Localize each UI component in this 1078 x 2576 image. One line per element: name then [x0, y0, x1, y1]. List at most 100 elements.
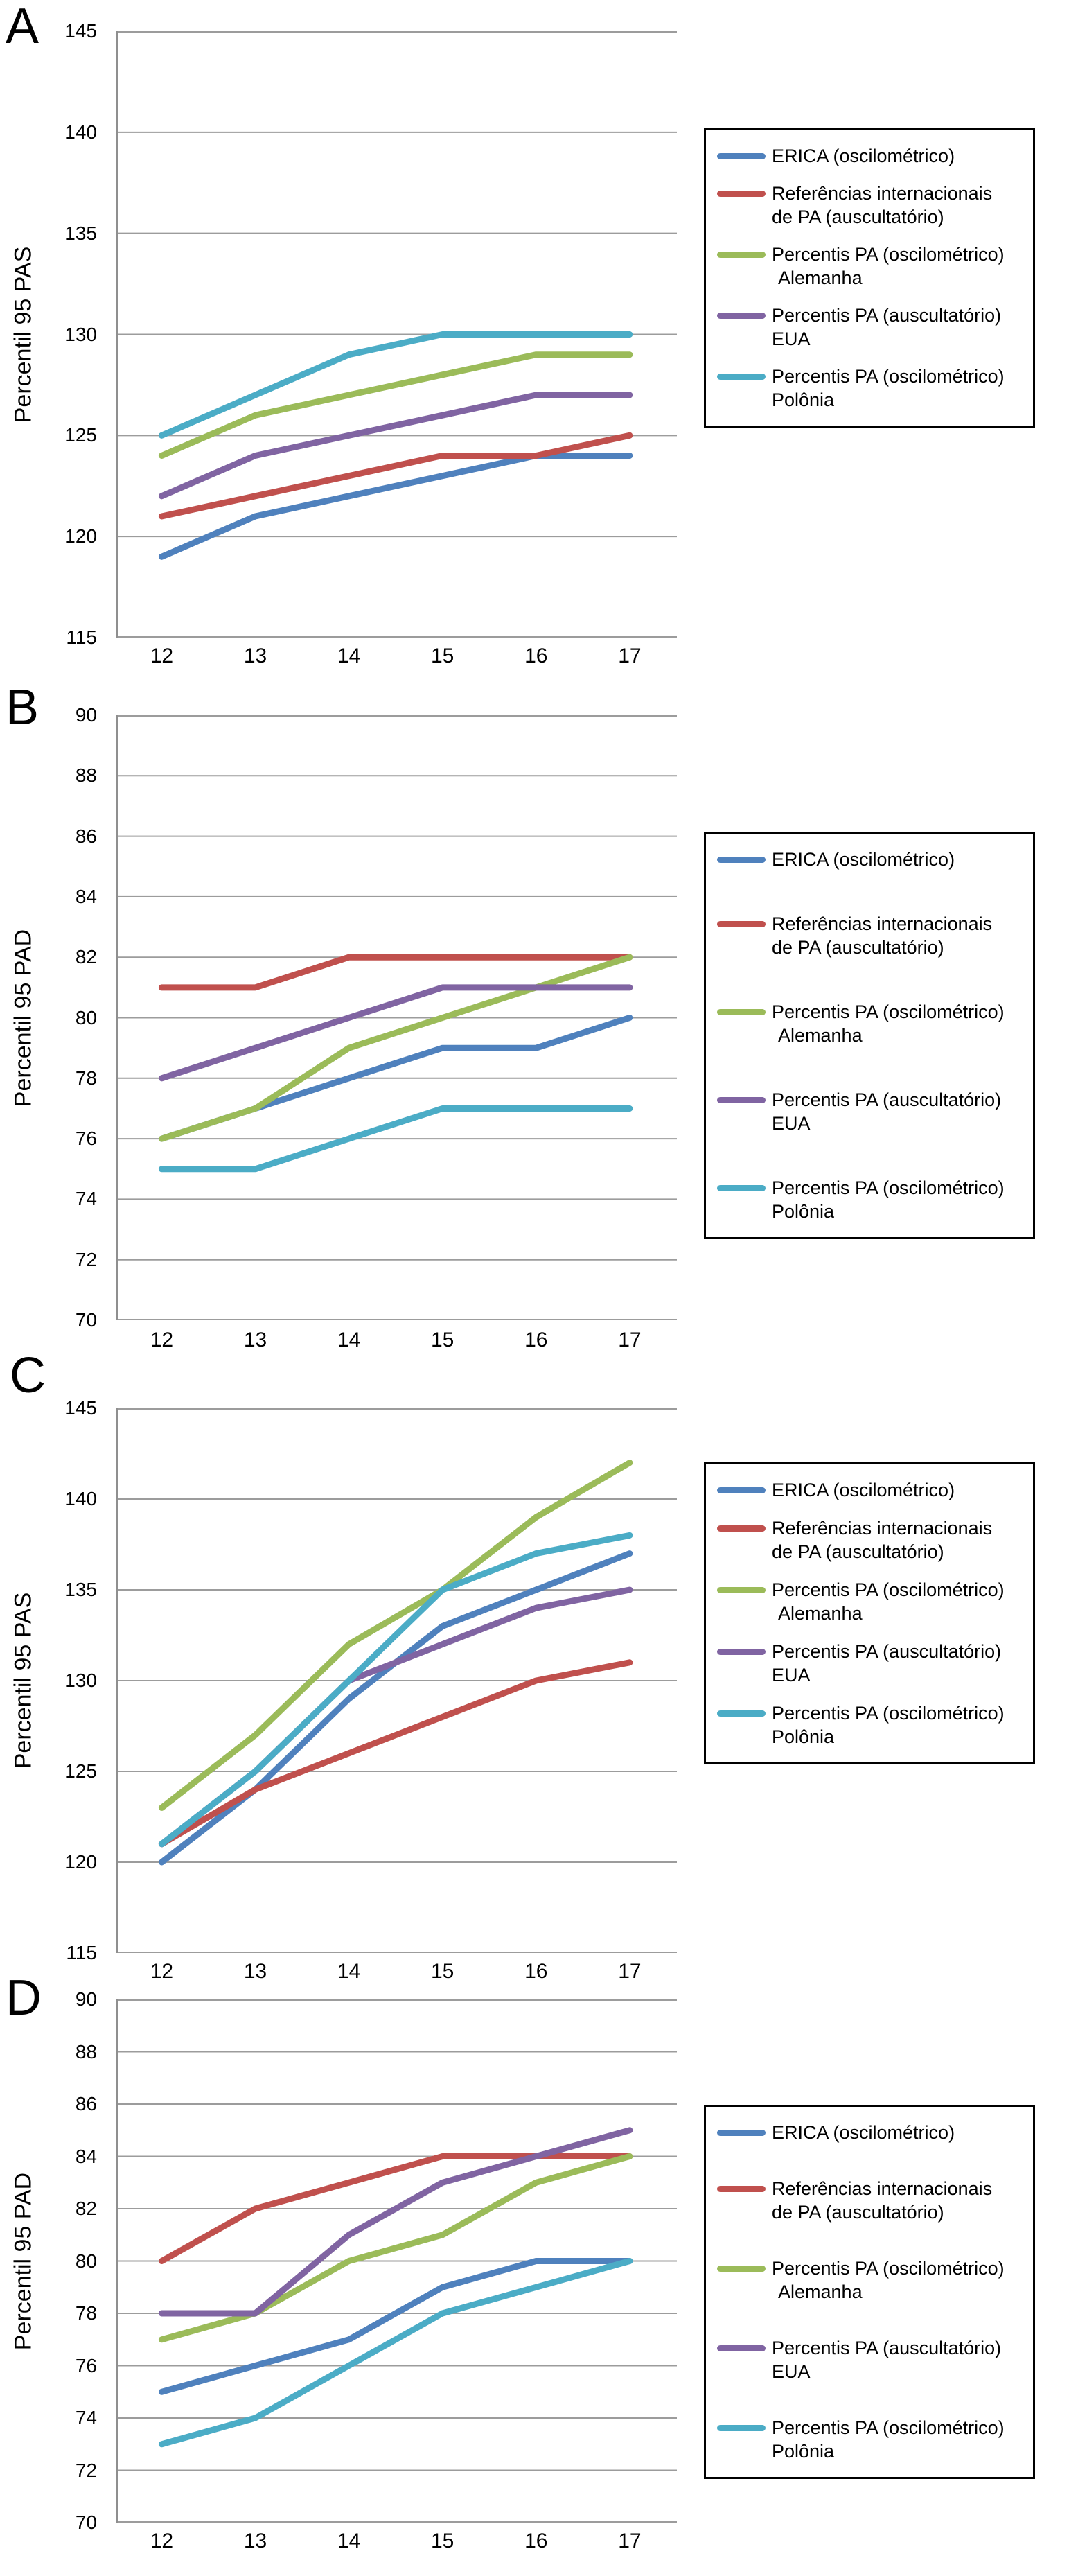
- panel-d-letter: D: [6, 1970, 42, 2026]
- legend-line-swatch: [717, 1185, 766, 1191]
- legend-line-swatch: [717, 1097, 766, 1103]
- panel-a-xtick-17: 17: [618, 645, 642, 667]
- panel-d-ytick-72: 72: [75, 2459, 97, 2481]
- legend-label-line: de PA (auscultatório): [772, 207, 944, 227]
- legend-item-polonia: Percentis PA (oscilométrico) Polônia: [717, 365, 1030, 412]
- legend-line-swatch: [717, 1587, 766, 1593]
- panel-d-xtick-15: 15: [431, 2530, 454, 2552]
- legend-label-line: Percentis PA (oscilométrico): [772, 1001, 1005, 1022]
- panel-c-legend: ERICA (oscilométrico) Referências interna…: [704, 1462, 1035, 1764]
- legend-line-swatch: [717, 2345, 766, 2351]
- legend-label-line: ERICA (oscilométrico): [772, 146, 955, 166]
- legend-line-swatch: [717, 2186, 766, 2192]
- legend-item-erica: ERICA (oscilométrico): [717, 1478, 1030, 1502]
- panel-b-ytick-86: 86: [75, 825, 97, 847]
- legend-label-line: Percentis PA (auscultatório): [772, 305, 1002, 326]
- legend-label-line: Referências internacionais: [772, 2178, 993, 2199]
- panel-b-ytick-88: 88: [75, 764, 97, 787]
- legend-label: Percentis PA (oscilométrico) Polônia: [772, 2416, 1005, 2463]
- panel-a-xtick-16: 16: [524, 645, 548, 667]
- legend-label: Referências internacionais de PA (auscult…: [772, 182, 992, 229]
- legend-label-line: Alemanha: [778, 1603, 863, 1624]
- panel-c-xtick-13: 13: [243, 1960, 267, 1983]
- legend-label-line: EUA: [772, 328, 811, 349]
- legend-label: ERICA (oscilométrico): [772, 144, 955, 168]
- legend-label-line: Percentis PA (oscilométrico): [772, 2258, 1005, 2279]
- panel-b-ytick-72: 72: [75, 1248, 97, 1270]
- series-line-erica: [158, 2258, 633, 2395]
- legend-line-swatch: [717, 1487, 766, 1493]
- series-line-alemanha: [158, 1460, 633, 1811]
- panel-d-ytick-82: 82: [75, 2198, 97, 2219]
- panel-a-ytick-125: 125: [64, 424, 97, 446]
- panel-d-ytick-88: 88: [75, 2040, 97, 2062]
- legend-label-line: ERICA (oscilométrico): [772, 849, 955, 870]
- panel-c-ytick-115: 115: [66, 1942, 97, 1963]
- panel-d-ytick-86: 86: [75, 2093, 97, 2114]
- panel-b-ytick-78: 78: [75, 1067, 97, 1089]
- panel-b-letter: B: [6, 680, 39, 735]
- series-line-polonia: [158, 331, 633, 439]
- legend-label-line: EUA: [772, 1665, 811, 1685]
- series-line-erica: [158, 453, 633, 560]
- series-line-eua: [158, 984, 633, 1082]
- panel-b-xtick-15: 15: [431, 1329, 454, 1351]
- legend-item-referencias: Referências internacionais de PA (auscult…: [717, 2177, 1030, 2224]
- legend-label: ERICA (oscilométrico): [772, 848, 955, 871]
- legend-item-alemanha: Percentis PA (oscilométrico) Alemanha: [717, 1578, 1030, 1625]
- panel-a-legend: ERICA (oscilométrico) Referências interna…: [704, 128, 1035, 428]
- series-line-erica: [158, 1550, 633, 1866]
- panel-c-ytick-125: 125: [64, 1760, 97, 1782]
- legend-item-eua: Percentis PA (auscultatório) EUA: [717, 304, 1030, 351]
- panel-a-xtick-15: 15: [431, 645, 454, 667]
- legend-label: ERICA (oscilométrico): [772, 2121, 955, 2144]
- legend-line-swatch: [717, 374, 766, 380]
- legend-label: Referências internacionais de PA (auscult…: [772, 2177, 992, 2224]
- panel-a-ytick-140: 140: [64, 121, 97, 143]
- legend-item-polonia: Percentis PA (oscilométrico) Polônia: [717, 1176, 1030, 1223]
- panel-d-xtick-12: 12: [150, 2530, 174, 2552]
- legend-item-eua: Percentis PA (auscultatório) EUA: [717, 2336, 1030, 2383]
- legend-item-referencias: Referências internacionais de PA (auscult…: [717, 182, 1030, 229]
- legend-label-line: EUA: [772, 2361, 811, 2382]
- panel-c-xtick-17: 17: [618, 1960, 642, 1983]
- panel-a-ytick-145: 145: [64, 20, 97, 42]
- panel-b-xtick-12: 12: [150, 1329, 174, 1351]
- legend-line-swatch: [717, 153, 766, 159]
- legend-label: ERICA (oscilométrico): [772, 1478, 955, 1502]
- panel-d-xtick-13: 13: [243, 2530, 267, 2552]
- panel-c-ytick-130: 130: [64, 1670, 97, 1691]
- legend-label-line: Polônia: [772, 2441, 835, 2462]
- legend-label-line: de PA (auscultatório): [772, 2202, 944, 2223]
- legend-label: Percentis PA (oscilométrico) Alemanha: [772, 243, 1005, 290]
- panel-b-xtick-16: 16: [524, 1329, 548, 1351]
- panel-b-legend: ERICA (oscilométrico) Referências interna…: [704, 832, 1035, 1239]
- legend-label-line: ERICA (oscilométrico): [772, 2122, 955, 2143]
- panel-b-plot-area: [116, 715, 677, 1320]
- panel-c-xtick-14: 14: [337, 1960, 361, 1983]
- panel-a-ytick-130: 130: [64, 323, 97, 345]
- panel-c-ytick-145: 145: [64, 1397, 97, 1419]
- legend-line-swatch: [717, 191, 766, 197]
- series-line-referencias: [158, 1659, 633, 1848]
- panel-c-plot-area: [116, 1408, 677, 1953]
- legend-label-line: ERICA (oscilométrico): [772, 1480, 955, 1500]
- legend-line-swatch: [717, 313, 766, 319]
- panel-b-ytick-90: 90: [75, 704, 97, 726]
- panel-a-xtick-12: 12: [150, 645, 174, 667]
- panel-d-ytick-78: 78: [75, 2302, 97, 2324]
- panel-b: B Percentil 95 PAD 90 88 86 84 82 80 78 76 74 72 7…: [0, 676, 1078, 1351]
- legend-label-line: Percentis PA (oscilométrico): [772, 2417, 1005, 2438]
- legend-item-alemanha: Percentis PA (oscilométrico) Alemanha: [717, 243, 1030, 290]
- panel-b-ytick-74: 74: [75, 1188, 97, 1210]
- panel-a-xtick-14: 14: [337, 645, 361, 667]
- legend-label-line: Alemanha: [778, 1025, 863, 1046]
- legend-item-eua: Percentis PA (auscultatório) EUA: [717, 1640, 1030, 1687]
- panel-c-xtick-16: 16: [524, 1960, 548, 1983]
- panel-b-ytick-76: 76: [75, 1128, 97, 1150]
- panel-c-xtick-15: 15: [431, 1960, 454, 1983]
- legend-item-erica: ERICA (oscilométrico): [717, 848, 1030, 871]
- series-line-eua: [158, 392, 633, 500]
- legend-label-line: Percentis PA (oscilométrico): [772, 366, 1005, 387]
